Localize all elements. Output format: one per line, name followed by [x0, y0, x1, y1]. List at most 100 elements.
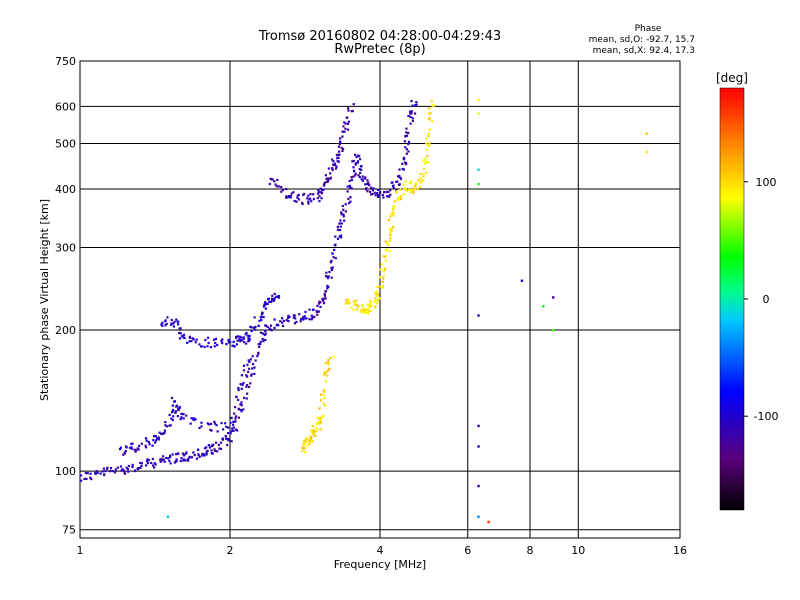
trace-point [330, 268, 334, 272]
trace-point [118, 448, 122, 451]
trace-point [311, 424, 314, 428]
trace-point [389, 193, 392, 196]
trace-point [368, 309, 371, 312]
trace-point [180, 457, 183, 460]
trace-point [422, 173, 425, 176]
trace-point [230, 416, 233, 420]
trace-point [178, 337, 182, 340]
trace-point [201, 452, 204, 456]
trace-point [376, 285, 379, 289]
trace-point [171, 404, 174, 407]
trace-point [419, 181, 422, 184]
trace-point [102, 467, 106, 470]
trace-point [188, 336, 192, 339]
trace-point [150, 461, 153, 465]
trace-point [348, 302, 351, 305]
trace-point [287, 317, 290, 320]
trace-point [404, 146, 407, 149]
trace-point [258, 319, 261, 322]
trace-point [243, 396, 246, 399]
trace-point [323, 294, 327, 297]
trace-point [324, 404, 327, 407]
trace-point [410, 99, 413, 103]
trace-point [176, 320, 179, 323]
trace-point [234, 428, 237, 431]
trace-point [364, 176, 367, 179]
trace-point [231, 429, 234, 432]
trace-point [206, 449, 209, 452]
trace-point [326, 361, 330, 364]
trace-point [345, 116, 348, 119]
trace-point [299, 320, 302, 323]
trace-point [343, 219, 346, 222]
trace-point [415, 103, 418, 106]
trace-point [171, 453, 174, 456]
trace-point [155, 437, 159, 440]
trace-point [259, 331, 263, 334]
trace-point [198, 455, 201, 458]
trace-point [89, 472, 92, 475]
trace-point [127, 470, 130, 473]
trace-point [119, 446, 123, 449]
trace-point [151, 444, 154, 447]
trace-point [407, 140, 411, 144]
trace-point [341, 130, 344, 133]
trace-point [307, 194, 310, 197]
trace-point [159, 460, 162, 463]
trace-point [225, 343, 228, 346]
trace-point [162, 432, 165, 435]
trace-point [378, 285, 381, 288]
trace-point [327, 285, 330, 289]
trace-point [120, 469, 123, 472]
isolated-point [552, 329, 555, 332]
trace-point [312, 430, 316, 433]
trace-point [369, 305, 372, 308]
trace-point [297, 193, 300, 197]
trace-point [357, 174, 360, 177]
trace-point [317, 421, 320, 424]
trace-point [179, 418, 182, 421]
trace-point [153, 435, 156, 438]
trace-point [360, 178, 363, 181]
isolated-point [477, 515, 480, 518]
trace-point [381, 286, 385, 289]
trace-point [170, 417, 173, 420]
trace-point [322, 390, 326, 393]
trace-point [380, 263, 383, 266]
trace-point [325, 371, 328, 374]
trace-point [373, 191, 376, 194]
trace-point [221, 338, 224, 341]
x-tick-label: 8 [527, 544, 534, 557]
trace-point [345, 301, 349, 304]
trace-point [326, 180, 329, 183]
trace-point [154, 463, 157, 466]
trace-point [409, 110, 412, 113]
trace-point [220, 421, 223, 425]
trace-point [407, 142, 410, 146]
trace-point [134, 450, 137, 453]
trace-point [355, 299, 358, 302]
trace-point [334, 257, 337, 260]
trace-point [135, 449, 138, 452]
x-tick-label: 2 [227, 544, 234, 557]
trace-point [145, 459, 149, 463]
trace-point [200, 425, 203, 428]
trace-point [393, 200, 397, 203]
trace-point [260, 318, 263, 321]
trace-point [427, 107, 431, 110]
trace-point [139, 466, 142, 470]
y-tick-label: 500 [55, 138, 76, 151]
trace-point [422, 179, 425, 182]
trace-point [242, 364, 246, 367]
trace-point [264, 329, 267, 332]
trace-point [275, 185, 278, 188]
trace-point [392, 208, 395, 211]
trace-point [190, 456, 194, 459]
trace-point [101, 470, 104, 473]
trace-point [162, 458, 165, 461]
trace-point [427, 132, 430, 135]
trace-point [279, 320, 282, 323]
trace-point [146, 462, 149, 465]
trace-point [323, 292, 326, 296]
trace-point [424, 162, 427, 165]
